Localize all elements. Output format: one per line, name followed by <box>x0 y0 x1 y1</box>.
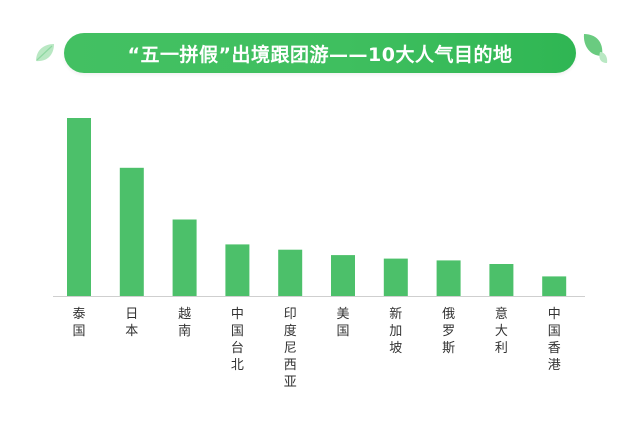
leaf-icon-left <box>36 44 54 62</box>
x-tick-label: 俄罗斯 <box>442 307 455 356</box>
x-tick-label: 日本 <box>125 307 138 339</box>
bar-5 <box>331 255 355 296</box>
x-tick-label: 意大利 <box>495 306 508 356</box>
x-tick-label: 印度尼西亚 <box>284 307 297 390</box>
bar-1 <box>119 167 144 296</box>
bar-6 <box>383 258 408 296</box>
bar-4 <box>278 249 303 296</box>
x-tick-label: 越南 <box>178 307 191 339</box>
bar-7 <box>436 260 461 296</box>
chart-title: “五一拼假”出境跟团游——10大人气目的地 <box>64 33 576 73</box>
x-tick-label: 美国 <box>336 307 349 339</box>
x-tick-label: 中国台北 <box>231 307 244 373</box>
x-tick-label: 中国香港 <box>548 307 561 373</box>
bar-2 <box>172 219 197 296</box>
bar-0 <box>67 118 91 296</box>
x-tick-label: 新加坡 <box>389 306 402 356</box>
bar-3 <box>225 244 250 296</box>
bar-8 <box>489 264 514 296</box>
x-tick-label: 泰国 <box>72 307 85 339</box>
leaf-icon-right <box>583 34 608 63</box>
bar-9 <box>542 276 567 296</box>
